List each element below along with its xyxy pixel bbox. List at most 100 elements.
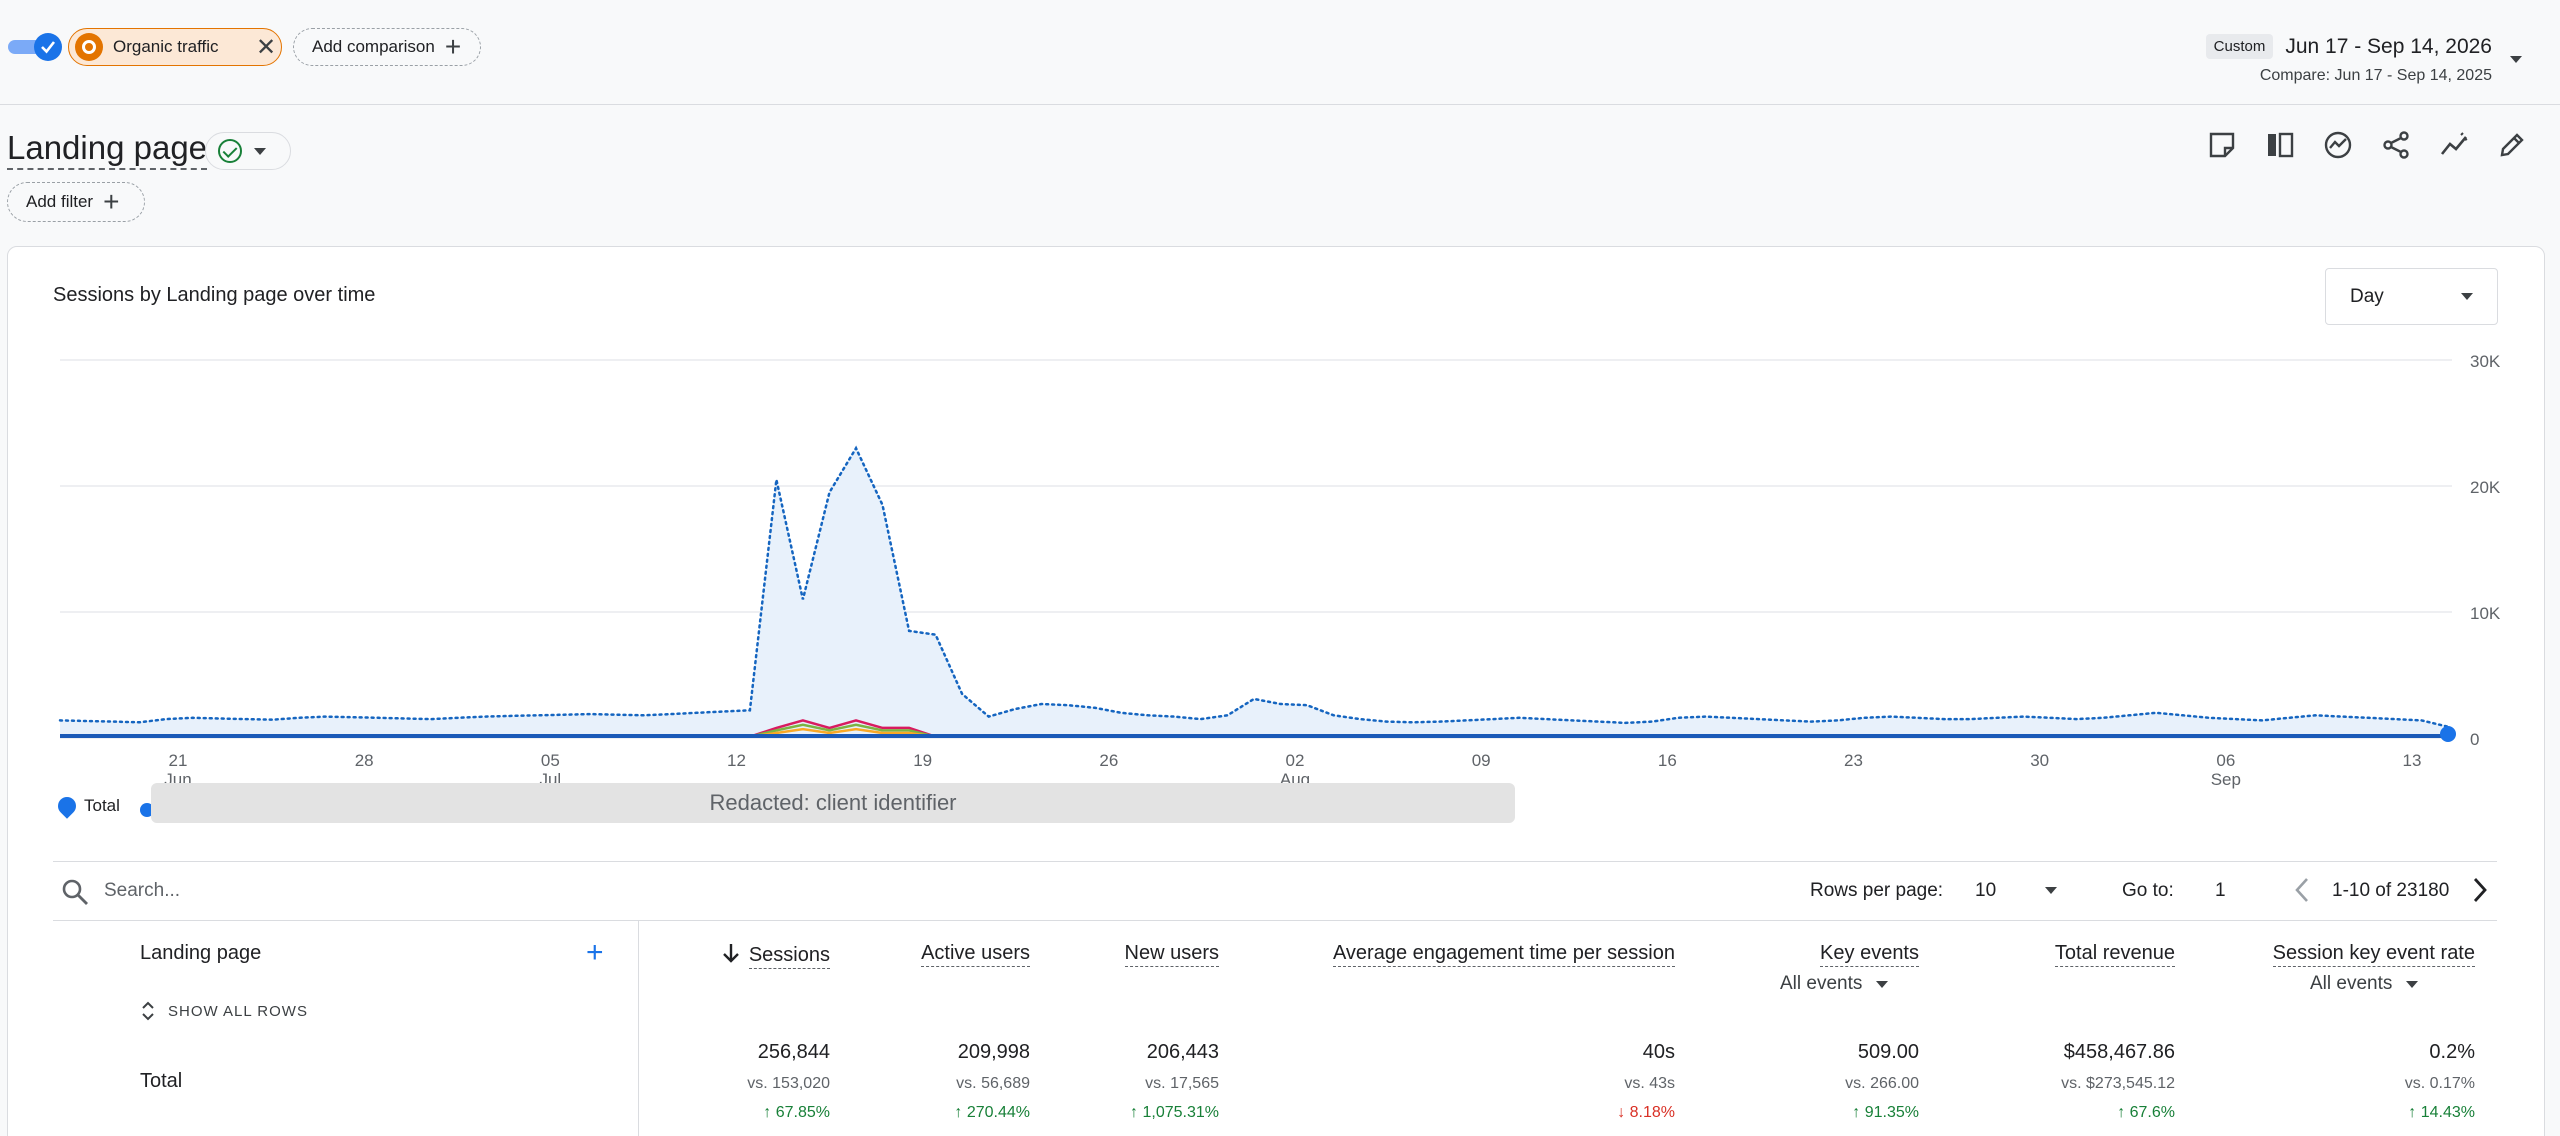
- legend-total-label: Total: [84, 796, 120, 815]
- x-tick-label: 12: [727, 751, 746, 770]
- compare-value: vs. $273,545.12: [2061, 1075, 2175, 1092]
- search-icon: [62, 879, 88, 905]
- legend-marker-icon: [54, 793, 80, 819]
- check-circle-icon: [218, 139, 242, 163]
- show-all-rows-button[interactable]: SHOW ALL ROWS: [140, 1000, 308, 1022]
- column-header-sessions[interactable]: Sessions: [721, 942, 830, 969]
- rows-per-page-select[interactable]: 10: [1975, 880, 1997, 901]
- comparison-chip-organic[interactable]: Organic traffic ✕: [68, 28, 282, 66]
- column-header-label: New users: [1124, 942, 1219, 967]
- rate-filter-select[interactable]: All events: [2310, 973, 2419, 995]
- chevron-down-icon: [1876, 980, 1889, 988]
- granularity-select[interactable]: Day: [2325, 268, 2498, 325]
- comparison-toggle[interactable]: [8, 32, 62, 62]
- search-input[interactable]: [104, 876, 704, 906]
- column-header-total-revenue[interactable]: Total revenue: [2054, 942, 2175, 967]
- change-value: ↓ 8.18%: [1617, 1104, 1675, 1121]
- notes-icon[interactable]: [2205, 128, 2238, 161]
- edit-icon[interactable]: [2495, 128, 2528, 161]
- chevron-down-icon[interactable]: [2045, 887, 2057, 894]
- column-header-avg-engagement[interactable]: Average engagement time per session: [1332, 942, 1675, 967]
- report-status-button[interactable]: [205, 132, 291, 170]
- series-line-total: [58, 445, 2450, 728]
- report-card: [7, 246, 2545, 1136]
- x-tick-label: 23: [1844, 751, 1863, 770]
- divider: [53, 920, 2497, 921]
- goto-page-input[interactable]: 1: [2215, 880, 2226, 901]
- x-tick-label: 16: [1658, 751, 1677, 770]
- add-comparison-button[interactable]: Add comparison +: [293, 28, 481, 66]
- page-title[interactable]: Landing page: [7, 128, 208, 170]
- key-events-filter-value: All events: [1780, 973, 1863, 994]
- plus-icon: +: [103, 186, 120, 217]
- compare-value: vs. 266.00: [1845, 1075, 1919, 1092]
- redacted-banner: Redacted: client identifier: [151, 783, 1515, 823]
- x-tick-label: 30: [2030, 751, 2049, 770]
- total-value: $458,467.86: [2063, 1041, 2175, 1063]
- change-value: ↑ 67.85%: [763, 1104, 830, 1121]
- column-header-label: Average engagement time per session: [1332, 942, 1675, 967]
- change-value: ↑ 14.43%: [2408, 1104, 2475, 1121]
- total-row-label: Total: [140, 1070, 183, 1092]
- compare-value: vs. 43s: [1624, 1075, 1675, 1092]
- segment-icon: [75, 33, 103, 61]
- chevron-down-icon: [254, 147, 266, 155]
- next-page-button[interactable]: [2468, 874, 2492, 906]
- dimension-header[interactable]: Landing page: [140, 942, 262, 964]
- total-value: 209,998: [957, 1041, 1030, 1063]
- chevron-right-icon: [2473, 878, 2487, 902]
- goto-label: Go to:: [2122, 880, 2174, 901]
- x-tick-label: 19: [913, 751, 932, 770]
- compare-range: Compare: Jun 17 - Sep 14, 2025: [2259, 67, 2492, 84]
- column-divider: [638, 921, 639, 1136]
- prev-page-button[interactable]: [2290, 874, 2314, 906]
- trend-icon[interactable]: [2437, 128, 2470, 161]
- column-header-label: Total revenue: [2054, 942, 2175, 967]
- x-tick-label: 13: [2403, 751, 2422, 770]
- report-toolbar: [2205, 128, 2528, 161]
- close-icon[interactable]: ✕: [255, 33, 277, 61]
- chevron-left-icon: [2295, 878, 2308, 902]
- date-range-picker[interactable]: Custom Jun 17 - Sep 14, 2026 Compare: Ju…: [2205, 34, 2492, 85]
- compare-value: vs. 56,689: [956, 1075, 1030, 1092]
- key-events-filter-select[interactable]: All events: [1780, 973, 1889, 995]
- total-value: 256,844: [757, 1041, 830, 1063]
- column-header-new-users[interactable]: New users: [1124, 942, 1219, 967]
- divider: [53, 861, 2497, 862]
- share-icon[interactable]: [2379, 128, 2412, 161]
- add-dimension-button[interactable]: +: [586, 936, 604, 969]
- column-header-session-key-event-rate[interactable]: Session key event rate: [2272, 942, 2475, 967]
- column-header-key-events[interactable]: Key events: [1820, 942, 1919, 967]
- chart-legend[interactable]: Total: [54, 793, 120, 819]
- rows-per-page-label: Rows per page:: [1810, 880, 1944, 901]
- plus-icon: +: [444, 31, 462, 62]
- y-tick-label: 30K: [2470, 352, 2501, 371]
- add-comparison-label: Add comparison: [312, 37, 435, 56]
- compare-columns-icon[interactable]: [2263, 128, 2296, 161]
- y-tick-label: 10K: [2470, 604, 2501, 623]
- y-tick-label: 20K: [2470, 478, 2501, 497]
- arrow-down-icon: [722, 944, 739, 963]
- change-value: ↑ 67.6%: [2117, 1104, 2175, 1121]
- date-badge: Custom: [2205, 34, 2274, 59]
- x-tick-label: 09: [1472, 751, 1491, 770]
- column-header-label: Sessions: [748, 944, 830, 969]
- compare-value: vs. 17,565: [1145, 1075, 1219, 1092]
- check-icon: [41, 41, 56, 54]
- total-value: 509.00: [1857, 1041, 1919, 1063]
- add-filter-button[interactable]: Add filter +: [7, 182, 145, 222]
- column-header-label: Active users: [921, 942, 1030, 967]
- pagination-range: 1-10 of 23180: [2332, 880, 2450, 901]
- series-end-marker: [2440, 726, 2456, 742]
- x-tick-label: 02: [1286, 751, 1305, 770]
- insights-icon[interactable]: [2321, 128, 2354, 161]
- x-tick-label: 21: [169, 751, 188, 770]
- total-value: 206,443: [1146, 1041, 1219, 1063]
- total-value: 40s: [1642, 1041, 1675, 1063]
- chevron-down-icon: [2406, 980, 2419, 988]
- chevron-down-icon[interactable]: [2510, 56, 2522, 63]
- column-header-active-users[interactable]: Active users: [921, 942, 1030, 967]
- x-tick-month-label: Sep: [2211, 770, 2241, 789]
- total-value: 0.2%: [2429, 1041, 2475, 1063]
